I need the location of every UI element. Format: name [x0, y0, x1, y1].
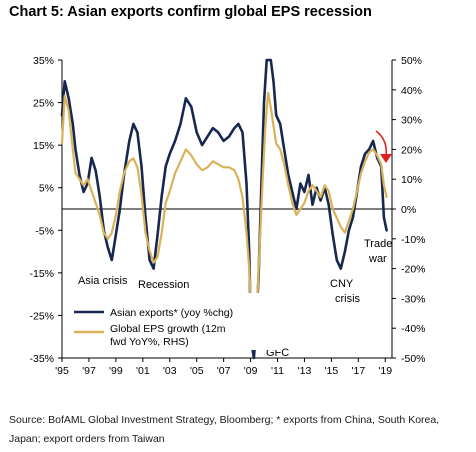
- x-tick-label: '95: [55, 365, 69, 377]
- y-right-tick-label: -30%: [401, 293, 426, 305]
- chart-legend: Asian exports* (yoy %chg) Global EPS grow…: [70, 293, 282, 350]
- x-tick-label: '03: [163, 365, 177, 377]
- y-left-tick-label: -25%: [29, 310, 54, 322]
- series-line-asian-exports: [60, 58, 388, 360]
- chart-axes: 35% 25% 15% 5% -5% -15% -25% -35% 50% 40% 30% 20% 10…: [29, 55, 425, 377]
- x-tick-label: '07: [217, 365, 231, 377]
- red-arrow-curve: [375, 130, 388, 157]
- annotation-trade-war-line1: Trade: [364, 238, 392, 250]
- legend-label-asian-exports: Asian exports* (yoy %chg): [110, 307, 233, 319]
- x-tick-label: '11: [271, 365, 284, 377]
- annotation-trade-war-line2: war: [368, 253, 387, 265]
- annotation-recession: Recession: [138, 279, 189, 291]
- y-right-tick-label: -10%: [401, 234, 426, 246]
- y-left-tick-label: 5%: [39, 183, 54, 195]
- y-left-tick-label: -5%: [35, 225, 54, 237]
- x-tick-label: '13: [298, 365, 312, 377]
- x-tick-label: '97: [82, 365, 96, 377]
- y-left-tick-label: 25%: [33, 98, 54, 110]
- y-right-tick-label: 30%: [401, 115, 422, 127]
- y-right-tick-label: 10%: [401, 174, 422, 186]
- x-tick-label: '17: [351, 365, 365, 377]
- legend-box: [70, 293, 282, 350]
- legend-label-global-eps-line2: fwd YoY%, RHS): [110, 336, 189, 348]
- chart-series: [60, 58, 388, 360]
- chart-title: Chart 5: Asian exports confirm global EP…: [9, 4, 372, 20]
- x-tick-label: '05: [190, 365, 204, 377]
- y-left-tick-label: 35%: [33, 55, 54, 67]
- y-right-tick-label: 50%: [401, 55, 422, 67]
- y-left-tick-label: -35%: [29, 353, 54, 365]
- y-right-tick-label: -50%: [401, 353, 426, 365]
- y-left-tick-label: 15%: [33, 140, 54, 152]
- red-arrow-head: [380, 154, 392, 163]
- legend-label-global-eps-line1: Global EPS growth (12m: [110, 323, 226, 335]
- annotation-cny-crisis-line2: crisis: [335, 293, 361, 305]
- annotation-cny-crisis-line1: CNY: [330, 278, 354, 290]
- x-tick-label: '19: [378, 365, 392, 377]
- y-right-tick-label: 20%: [401, 144, 422, 156]
- series-line-global-eps: [60, 91, 388, 336]
- y-right-tick-label: 40%: [401, 85, 422, 97]
- y-right-tick-label: -20%: [401, 264, 426, 276]
- annotation-asia-crisis: Asia crisis: [78, 275, 128, 287]
- y-right-tick-label: 0%: [401, 204, 416, 216]
- source-note: Source: BofAML Global Investment Strateg…: [9, 414, 440, 445]
- y-right-tick-label: -40%: [401, 323, 426, 335]
- x-tick-label: '99: [109, 365, 123, 377]
- y-left-tick-label: -15%: [29, 268, 54, 280]
- x-tick-label: '01: [136, 365, 150, 377]
- x-tick-label: '09: [244, 365, 258, 377]
- x-tick-label: '15: [325, 365, 339, 377]
